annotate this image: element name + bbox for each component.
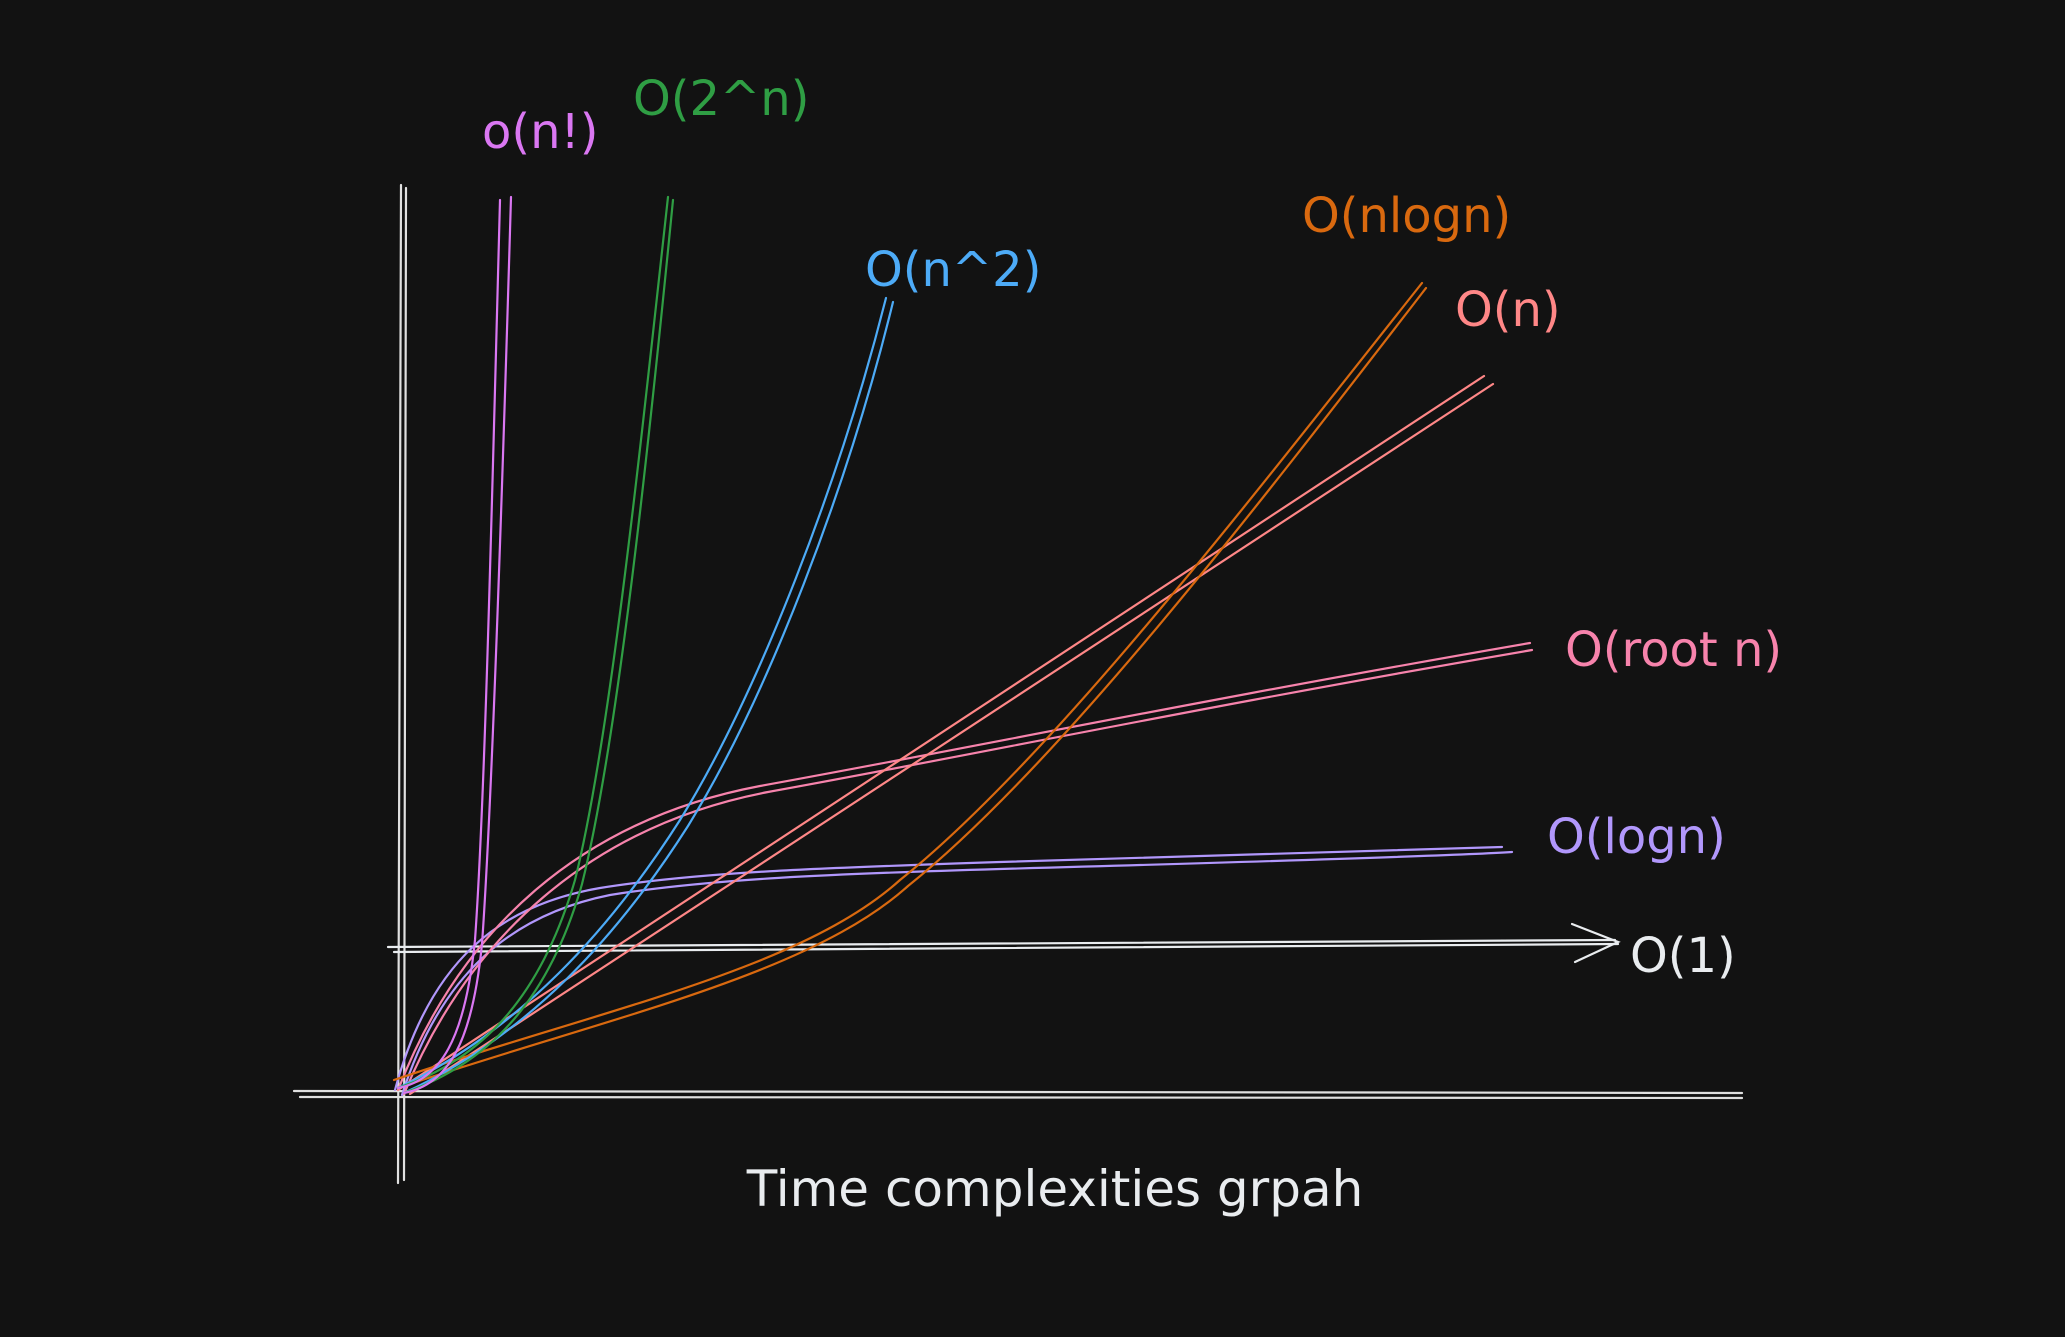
x-axis bbox=[292, 1089, 1744, 1095]
linear-line-stroke-2 bbox=[408, 382, 1495, 1096]
sqrt-line bbox=[396, 641, 1532, 1092]
constant-line-stroke-2 bbox=[392, 942, 1620, 954]
curve-linear bbox=[396, 374, 1495, 1096]
sqrt-line-stroke-2 bbox=[402, 648, 1534, 1096]
label-sqrt: O(root n) bbox=[1565, 622, 1782, 678]
y-axis bbox=[396, 183, 403, 1185]
y-axis-stroke-2 bbox=[402, 186, 408, 1182]
linear-line bbox=[396, 374, 1486, 1092]
curve-exponential bbox=[396, 195, 675, 1095]
log-line-stroke-2 bbox=[400, 850, 1514, 1097]
x-axis-stroke-2 bbox=[298, 1095, 1744, 1100]
exponential-line-stroke-2 bbox=[402, 198, 675, 1095]
label-constant: O(1) bbox=[1630, 928, 1736, 984]
axes bbox=[292, 183, 1744, 1185]
constant-line bbox=[386, 938, 1617, 949]
factorial-line bbox=[396, 198, 502, 1090]
label-nlogn: O(nlogn) bbox=[1302, 188, 1511, 244]
diagram-caption: Time complexities grpah bbox=[746, 1160, 1364, 1218]
nlogn-line-stroke-2 bbox=[396, 286, 1428, 1090]
labels: o(n!) O(2^n) O(n^2) O(nlogn) O(n) O(root… bbox=[482, 71, 1782, 1218]
curve-log bbox=[393, 845, 1514, 1097]
nlogn-line bbox=[392, 281, 1424, 1082]
factorial-line-stroke-2 bbox=[402, 195, 513, 1095]
log-line bbox=[393, 845, 1504, 1092]
label-quadratic: O(n^2) bbox=[865, 242, 1041, 298]
curve-quadratic bbox=[396, 296, 895, 1095]
exponential-line bbox=[396, 195, 670, 1090]
quadratic-line-stroke-2 bbox=[402, 300, 895, 1095]
label-log: O(logn) bbox=[1547, 809, 1726, 865]
curve-sqrt bbox=[396, 641, 1534, 1096]
arrow-head-icon bbox=[1570, 922, 1621, 964]
curve-factorial bbox=[396, 195, 513, 1095]
label-factorial: o(n!) bbox=[482, 104, 598, 160]
quadratic-line bbox=[396, 296, 888, 1090]
label-exponential: O(2^n) bbox=[633, 71, 809, 127]
curve-nlogn bbox=[392, 281, 1428, 1090]
curve-constant bbox=[386, 922, 1621, 964]
label-linear: O(n) bbox=[1455, 282, 1561, 338]
